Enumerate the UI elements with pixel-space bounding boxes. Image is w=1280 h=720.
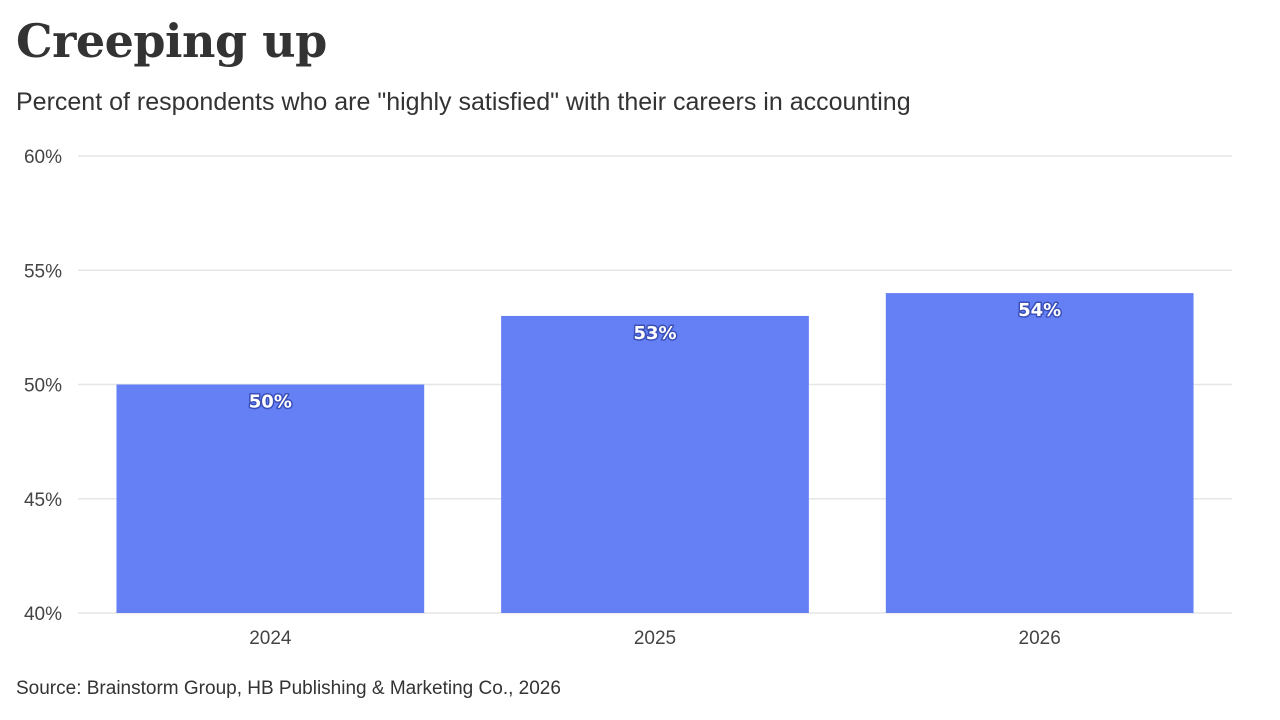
chart-subtitle: Percent of respondents who are "highly s… [16, 88, 911, 116]
bars [116, 293, 1194, 613]
y-tick-label: 50% [24, 376, 62, 397]
y-tick-label: 45% [24, 490, 62, 511]
bar [116, 384, 425, 613]
bar [501, 315, 809, 613]
data-label: 53% [633, 323, 676, 344]
bar [885, 293, 1194, 613]
x-tick-label: 2025 [634, 628, 676, 649]
source-note: Source: Brainstorm Group, HB Publishing … [16, 678, 561, 699]
x-axis-labels: 2024 2025 2026 [249, 628, 1061, 649]
chart-title: Creeping up [16, 14, 327, 68]
data-label: 50% [249, 392, 292, 413]
data-labels: 50% 53% 54% [247, 299, 1062, 414]
y-tick-label: 40% [24, 604, 62, 625]
y-tick-label: 55% [24, 261, 62, 282]
x-tick-label: 2026 [1019, 628, 1061, 649]
y-tick-label: 60% [24, 147, 62, 168]
data-label: 54% [1018, 300, 1061, 321]
x-tick-label: 2024 [249, 628, 292, 649]
y-axis-labels: 40% 45% 50% 55% 60% [24, 147, 62, 625]
